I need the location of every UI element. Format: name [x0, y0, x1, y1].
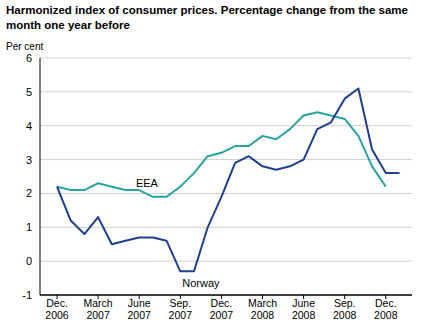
chart: Harmonized index of consumer prices. Per…	[0, 0, 426, 325]
y-tick-label: 6	[26, 52, 32, 64]
y-tick-label: 0	[26, 255, 32, 267]
series-line	[57, 88, 400, 271]
y-axis	[40, 58, 41, 295]
x-tick-label: June2007	[128, 297, 152, 321]
x-tick-label-line: 2008	[251, 309, 275, 321]
y-axis-label: Per cent	[6, 41, 43, 52]
x-tick-label-line: Sep.	[169, 297, 191, 309]
x-tick-label-line: 2007	[86, 309, 110, 321]
x-tick-label: Dec.2008	[374, 297, 398, 321]
y-tick-label: 4	[26, 120, 32, 132]
x-tick-label: Sep.2008	[333, 297, 357, 321]
y-tick-label: 2	[26, 187, 32, 199]
y-tick-label: 3	[26, 154, 32, 166]
grid-line	[40, 159, 412, 160]
grid-line	[40, 295, 412, 296]
plot-area	[57, 88, 400, 271]
grid-line	[40, 58, 412, 59]
x-tick-label: March2008	[248, 297, 277, 321]
x-tick-label-line: 2008	[374, 309, 398, 321]
grid-line	[40, 227, 412, 228]
grid-line	[40, 193, 412, 194]
x-tick-label-line: March	[248, 297, 277, 309]
x-tick-label-line: Dec.	[375, 297, 397, 309]
x-tick-label-line: Sep.	[334, 297, 356, 309]
x-tick-label-line: 2008	[333, 309, 357, 321]
x-tick-label-line: June	[292, 297, 315, 309]
x-tick-label: June2008	[292, 297, 316, 321]
x-tick-label: Sep.2007	[169, 297, 193, 321]
x-tick-label: Dec.2007	[210, 297, 234, 321]
grid-line	[40, 125, 412, 126]
title: Harmonized index of consumer prices. Per…	[6, 4, 408, 31]
title-line: month one year before	[6, 19, 130, 31]
x-tick-label: March2007	[84, 297, 113, 321]
x-tick-label-line: 2007	[128, 309, 152, 321]
x-tick-label-line: 2008	[292, 309, 316, 321]
grid-line	[40, 261, 412, 262]
x-tick-label-line: Dec.	[46, 297, 68, 309]
y-tick-label: -1	[22, 289, 32, 301]
grid-line	[40, 91, 412, 92]
series-line	[57, 112, 386, 197]
y-tick-label: 1	[26, 221, 32, 233]
x-tick-label-line: March	[84, 297, 113, 309]
title-line: Harmonized index of consumer prices. Per…	[6, 4, 408, 16]
x-tick-label-line: 2006	[45, 309, 69, 321]
x-tick-label-line: Dec.	[211, 297, 233, 309]
x-axis	[40, 295, 412, 296]
series-label: Norway	[182, 277, 220, 289]
y-tick-label: 5	[26, 86, 32, 98]
x-tick-label: Dec.2006	[45, 297, 69, 321]
x-tick-label-line: 2007	[169, 309, 193, 321]
x-tick-label-line: June	[128, 297, 151, 309]
x-tick-label-line: 2007	[210, 309, 234, 321]
series-label: EEA	[136, 177, 159, 189]
